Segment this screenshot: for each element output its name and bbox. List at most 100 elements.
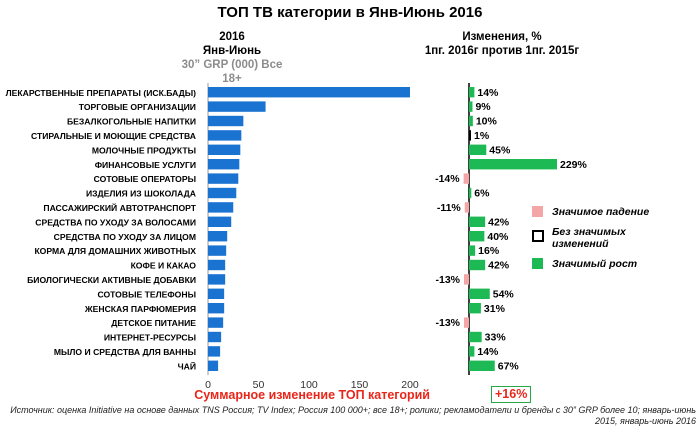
left-header-year: 2016 <box>219 31 245 43</box>
change-label: 42% <box>488 260 510 272</box>
bar-2016-grp <box>208 245 227 256</box>
right-header-title: Изменения, % <box>462 31 542 43</box>
change-label: 14% <box>477 346 499 358</box>
chart-title: ТОП ТВ категории в Янв-Июнь 2016 <box>217 4 483 21</box>
change-bar-growth <box>469 360 495 371</box>
change-bar-growth <box>469 331 482 343</box>
change-label: 10% <box>476 116 498 128</box>
change-label: -13% <box>435 317 460 329</box>
change-bar-growth <box>469 346 475 357</box>
legend-swatch-growth <box>532 258 543 269</box>
legend-item-growth: Значимый рост <box>532 258 638 270</box>
category-label: ЖЕНСКАЯ ПАРФЮМЕРИЯ <box>84 304 196 314</box>
category-label: ЛЕКАРСТВЕННЫЕ ПРЕПАРАТЫ (ИСК.БАДЫ) <box>6 88 196 98</box>
bar-2016-grp <box>208 274 226 285</box>
category-label: ДЕТСКОЕ ПИТАНИЕ <box>111 318 196 328</box>
category-label: МОЛОЧНЫЕ ПРОДУКТЫ <box>92 145 196 155</box>
change-label: 1% <box>474 130 490 142</box>
bar-2016-grp <box>208 130 242 141</box>
change-label: 42% <box>488 216 510 228</box>
change-bar-growth <box>469 216 486 227</box>
change-label: -14% <box>435 173 460 185</box>
bar-2016-grp <box>208 259 226 271</box>
bar-2016-grp <box>208 331 222 343</box>
change-bar-none <box>469 130 471 141</box>
bar-2016-grp <box>208 144 241 155</box>
bar-2016-grp <box>208 231 228 242</box>
legend-item-none: Без значимых изменений <box>532 226 652 250</box>
change-label: 31% <box>484 303 506 315</box>
category-label: СОТОВЫЕ ТЕЛЕФОНЫ <box>97 289 196 299</box>
bar-2016-grp <box>208 288 225 299</box>
change-bar-decline <box>464 317 469 328</box>
bar-2016-grp <box>208 115 244 127</box>
bar-2016-grp <box>208 317 224 328</box>
change-bar-growth <box>469 159 557 170</box>
category-label: КОФЕ И КАКАО <box>131 261 197 271</box>
change-bar-growth <box>469 245 476 256</box>
change-bar-decline <box>464 274 469 285</box>
x-tick-label: 0 <box>205 379 211 391</box>
change-label: -11% <box>437 202 462 214</box>
change-label: -13% <box>435 274 460 286</box>
legend-swatch-decline <box>532 206 543 217</box>
category-label: ПАССАЖИРСКИЙ АВТОТРАНСПОРТ <box>43 202 196 213</box>
change-bar-growth <box>469 87 475 98</box>
category-label: ТОРГОВЫЕ ОРГАНИЗАЦИИ <box>79 102 196 112</box>
bar-2016-grp <box>208 360 219 371</box>
category-label: ИНТЕРНЕТ-РЕСУРСЫ <box>104 333 196 343</box>
change-bar-growth <box>469 231 485 242</box>
bar-2016-grp <box>208 303 225 314</box>
category-label: СОТОВЫЕ ОПЕРАТОРЫ <box>94 174 196 184</box>
change-label: 229% <box>560 159 588 171</box>
source-note: Источник: оценка Initiative на основе да… <box>10 405 696 426</box>
category-label: МЫЛО И СРЕДСТВА ДЛЯ ВАННЫ <box>54 347 196 357</box>
change-bar-decline <box>464 202 469 213</box>
legend-item-decline: Значимое падение <box>532 206 650 218</box>
legend-label-decline: Значимое падение <box>552 206 650 218</box>
x-tick-label: 150 <box>351 379 369 391</box>
change-label: 40% <box>487 231 509 243</box>
x-tick-label: 100 <box>300 379 318 391</box>
change-label: 6% <box>474 188 490 200</box>
bar-2016-grp <box>208 159 240 170</box>
category-label: БИОЛОГИЧЕСКИ АКТИВНЫЕ ДОБАВКИ <box>27 275 196 285</box>
legend-label-growth: Значимый рост <box>552 258 638 270</box>
category-label: СРЕДСТВА ПО УХОДУ ЗА ЛИЦОМ <box>54 232 196 242</box>
change-label: 33% <box>485 332 507 344</box>
right-chart-header: Изменения, % 1пг. 2016г против 1пг. 2015… <box>392 30 612 58</box>
chart-canvas: 0 50 100 150 200 ЛЕКАРСТВЕННЫЕ ПРЕПАРАТЫ (ИСК… <box>6 83 588 391</box>
legend-label-none: Без значимых изменений <box>552 226 626 250</box>
change-bar-growth <box>469 115 473 127</box>
legend-swatch-none <box>532 230 544 242</box>
change-bar-growth <box>469 101 473 112</box>
x-tick-label: 50 <box>253 379 265 391</box>
category-label: СРЕДСТВА ПО УХОДУ ЗА ВОЛОСАМИ <box>35 217 196 227</box>
change-bar-growth <box>469 303 481 314</box>
change-label: 67% <box>498 360 520 372</box>
change-label: 54% <box>493 288 515 300</box>
category-label: ИЗДЕЛИЯ ИЗ ШОКОЛАДА <box>86 189 196 199</box>
bar-2016-grp <box>208 346 221 357</box>
right-header-comparison: 1пг. 2016г против 1пг. 2015г <box>424 45 580 57</box>
bar-2016-grp <box>208 187 237 199</box>
category-label: БЕЗАЛКОГОЛЬНЫЕ НАПИТКИ <box>67 117 196 127</box>
change-bar-growth <box>469 259 486 271</box>
summary-value-badge: +16% <box>491 386 532 403</box>
change-bar-decline <box>463 173 469 184</box>
change-label: 9% <box>475 101 491 113</box>
change-label: 45% <box>489 144 511 156</box>
bar-2016-grp <box>208 202 234 213</box>
category-label: ФИНАНСОВЫЕ УСЛУГИ <box>95 160 196 170</box>
category-label: ЧАЙ <box>178 360 196 371</box>
bar-2016-grp <box>208 87 410 98</box>
summary-label: Суммарное изменение ТОП категорий <box>194 388 430 402</box>
bar-2016-grp <box>208 216 232 227</box>
left-chart-header: 2016 Янв-Июнь 30” GRP (000) Все 18+ <box>172 30 292 86</box>
bar-2016-grp <box>208 101 266 112</box>
left-header-metric: 30” GRP (000) Все 18+ <box>181 59 283 85</box>
change-bar-growth <box>469 288 490 299</box>
category-label: СТИРАЛЬНЫЕ И МОЮЩИЕ СРЕДСТВА <box>31 131 196 141</box>
category-label: КОРМА ДЛЯ ДОМАШНИХ ЖИВОТНЫХ <box>34 246 196 256</box>
change-bar-growth <box>469 144 487 155</box>
